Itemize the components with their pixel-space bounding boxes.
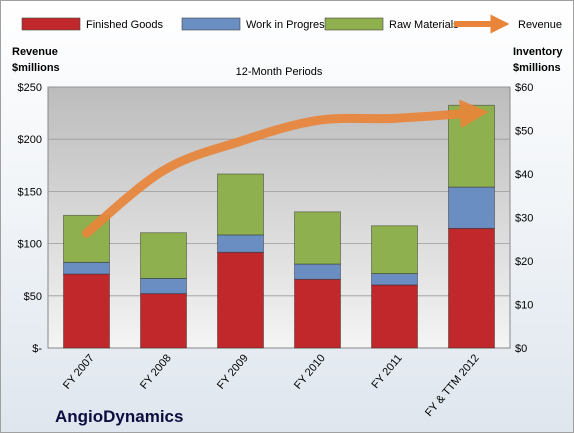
left-tick-label: $- xyxy=(32,343,42,355)
right-tick-label: $20 xyxy=(515,256,533,268)
right-tick-label: $30 xyxy=(515,213,533,225)
bar-raw-materials-1 xyxy=(140,232,187,279)
bar-work-in-progress-5 xyxy=(448,186,495,229)
x-tick-label: FY & TTM 2012 xyxy=(423,352,482,419)
x-tick-label: FY 2011 xyxy=(370,352,405,391)
left-tick-label: $250 xyxy=(18,82,42,94)
gridlines xyxy=(48,86,510,297)
revenue-line xyxy=(82,99,489,238)
legend-label-1: Work in Progress xyxy=(246,19,331,31)
x-tick-label: FY 2007 xyxy=(61,352,97,391)
legend-label-revenue: Revenue xyxy=(518,19,562,31)
chart-subtitle: 12-Month Periods xyxy=(236,66,323,78)
company-name: AngioDynamics xyxy=(55,407,183,426)
bar-work-in-progress-3 xyxy=(294,263,341,280)
legend: Finished Goods Work in Progress Raw Materi… xyxy=(21,14,562,34)
x-tick-label: FY 2009 xyxy=(215,352,251,391)
bar-finished-goods-1 xyxy=(140,293,187,349)
bar-work-in-progress-2 xyxy=(217,234,264,253)
legend-label-2: Raw Materials xyxy=(389,19,459,31)
right-tick-label: $60 xyxy=(515,82,533,94)
left-tick-label: $50 xyxy=(24,291,42,303)
bar-work-in-progress-1 xyxy=(140,277,187,295)
right-tick-label: $50 xyxy=(515,126,533,138)
x-tick-label: FY 2008 xyxy=(138,352,174,391)
legend-swatch-1 xyxy=(181,17,241,31)
left-tick-label: $200 xyxy=(18,134,42,146)
bar-raw-materials-4 xyxy=(371,225,418,275)
right-axis-title-line2: $millions xyxy=(513,62,561,74)
right-tick-label: $40 xyxy=(515,169,533,181)
left-axis-title-line2: $millions xyxy=(12,62,60,74)
bar-finished-goods-5 xyxy=(448,227,495,349)
legend-swatch-0 xyxy=(21,17,81,31)
bar-work-in-progress-4 xyxy=(371,273,418,286)
bar-finished-goods-3 xyxy=(294,278,341,349)
bar-work-in-progress-0 xyxy=(63,261,110,275)
revenue-line-group xyxy=(82,99,489,238)
left-axis-title-line1: Revenue xyxy=(12,46,58,58)
left-tick-label: $150 xyxy=(18,186,42,198)
left-tick-label: $100 xyxy=(18,239,42,251)
legend-label-0: Finished Goods xyxy=(86,19,164,31)
bar-finished-goods-2 xyxy=(217,251,264,349)
x-tick-label: FY 2010 xyxy=(292,352,328,391)
bar-finished-goods-4 xyxy=(371,284,418,349)
right-tick-label: $0 xyxy=(515,343,527,355)
right-axis-title-line1: Inventory xyxy=(513,46,563,58)
left-axis: $- $50 $100 $150 $200 $250 xyxy=(18,82,43,355)
legend-swatch-2 xyxy=(324,17,384,31)
bar-raw-materials-2 xyxy=(217,173,264,236)
right-tick-label: $10 xyxy=(515,300,533,312)
right-axis: $0 $10 $20 $30 $40 $50 $60 xyxy=(515,82,533,355)
bar-raw-materials-3 xyxy=(294,211,341,265)
bar-finished-goods-0 xyxy=(63,273,110,349)
